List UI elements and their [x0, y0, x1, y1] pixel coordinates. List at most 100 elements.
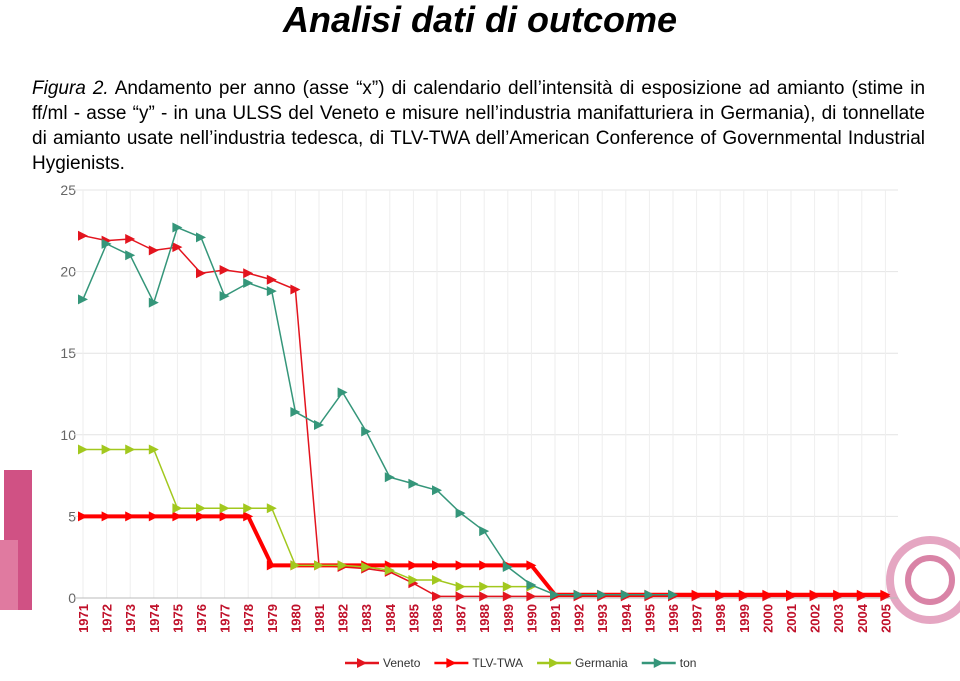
marker [408, 560, 419, 571]
marker [101, 444, 112, 455]
x-tick-label: 1996 [666, 604, 681, 633]
marker [809, 589, 820, 600]
x-tick-label: 1997 [690, 604, 705, 633]
slide-title: Analisi dati di outcome [282, 0, 678, 40]
x-tick-label: 2005 [878, 604, 893, 633]
marker [314, 420, 324, 431]
legend-marker [357, 658, 367, 668]
marker [266, 560, 277, 571]
plot: 0 5 10 15 20 25 1971 1972 1973 1974 1975 1976 1977 19… [60, 182, 898, 670]
x-tick-label: 1989 [501, 604, 516, 633]
x-tick-label: 1991 [548, 604, 563, 633]
y-tick-label: 25 [60, 182, 76, 198]
marker [550, 589, 560, 600]
marker [196, 503, 206, 514]
marker [762, 589, 773, 600]
x-tick-label: 1980 [288, 604, 303, 633]
marker [644, 589, 655, 600]
x-tick-label: 2003 [831, 604, 846, 633]
y-tick-label: 15 [60, 345, 76, 361]
marker [502, 561, 513, 572]
x-tick-label: 2002 [808, 604, 823, 633]
marker [526, 579, 537, 590]
x-tick-label: 1994 [619, 603, 634, 633]
marker [526, 560, 537, 571]
x-tick-label: 1985 [406, 604, 421, 633]
marker [148, 511, 159, 522]
marker [78, 230, 88, 241]
marker [125, 250, 136, 261]
x-tick-label: 1986 [430, 604, 445, 633]
marker [479, 526, 490, 537]
marker [455, 508, 466, 519]
x-tick-label: 2000 [760, 604, 775, 633]
marker [668, 589, 678, 600]
marker [502, 581, 513, 592]
marker [172, 222, 183, 233]
marker [78, 294, 88, 305]
marker [432, 560, 442, 571]
legend-label: ton [680, 656, 697, 670]
legend-label: Germania [575, 656, 628, 670]
caption-text: Andamento per anno (asse “x”) di calenda… [32, 78, 926, 174]
marker [196, 511, 206, 522]
marker [148, 245, 159, 256]
marker [715, 589, 726, 600]
x-tick-label: 1979 [265, 604, 280, 633]
caption-label: Figura 2. [32, 78, 109, 99]
marker [361, 561, 372, 572]
legend-marker [653, 658, 664, 668]
marker [479, 560, 490, 571]
series-line [82, 226, 673, 596]
marker [384, 472, 395, 483]
marker [172, 503, 183, 514]
marker [432, 591, 442, 602]
x-tick-label: 2001 [784, 604, 799, 633]
marker [266, 274, 277, 285]
legend-marker [549, 658, 560, 668]
marker [125, 444, 136, 455]
x-tick-label: 1982 [336, 604, 351, 633]
marker [597, 589, 608, 600]
marker [361, 426, 372, 437]
decoration [905, 555, 955, 605]
marker [526, 591, 537, 602]
marker [196, 268, 206, 279]
x-tick-label: 1976 [194, 604, 209, 633]
x-tick-label: 1987 [454, 604, 469, 633]
x-tick-label: 1983 [359, 604, 374, 633]
x-tick-label: 1995 [642, 604, 657, 633]
marker [786, 589, 796, 600]
marker [290, 406, 301, 417]
marker [455, 591, 466, 602]
marker [219, 503, 230, 514]
decoration [886, 536, 960, 624]
marker [290, 560, 301, 571]
marker [101, 511, 112, 522]
marker [219, 511, 230, 522]
marker [125, 233, 136, 244]
marker [78, 444, 88, 455]
marker [172, 511, 183, 522]
x-tick-label: 1978 [241, 604, 256, 633]
marker [101, 238, 112, 249]
marker [408, 575, 419, 586]
marker [880, 589, 891, 600]
marker [172, 242, 183, 253]
marker [148, 444, 159, 455]
marker [856, 589, 867, 600]
marker [455, 581, 466, 592]
x-tick-label: 1998 [713, 604, 728, 633]
y-tick-label: 0 [68, 590, 76, 606]
marker [290, 284, 301, 295]
marker [691, 589, 702, 600]
marker [479, 591, 490, 602]
marker [337, 387, 348, 398]
marker [78, 511, 88, 522]
x-tick-label: 1992 [572, 604, 587, 633]
y-tick-label: 5 [68, 508, 76, 524]
x-tick-label: 1990 [524, 604, 539, 633]
marker [219, 291, 230, 302]
